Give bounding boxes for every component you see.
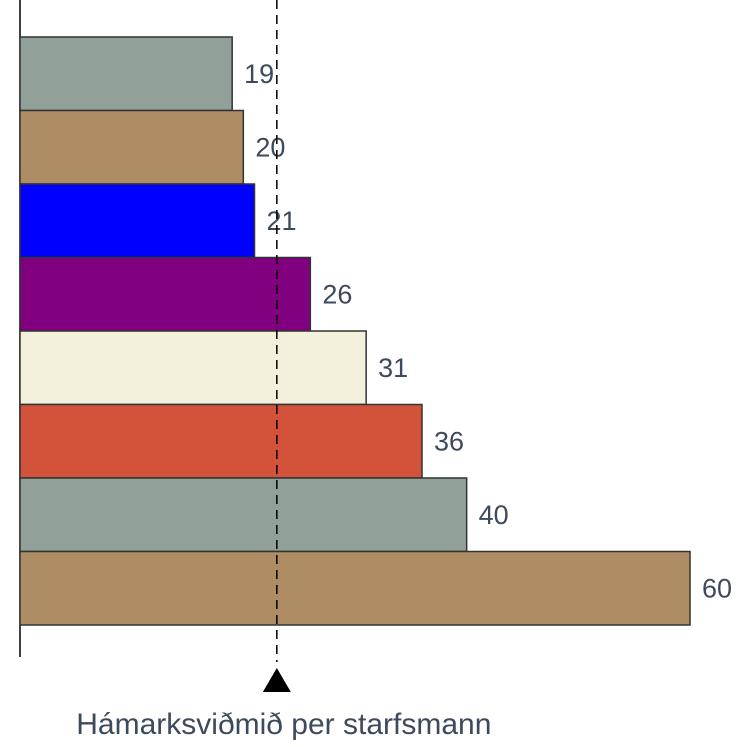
bar	[19, 477, 468, 553]
reference-marker	[262, 668, 291, 692]
value-label: 19	[244, 59, 274, 89]
value-label: 40	[479, 500, 509, 530]
bar	[19, 330, 367, 406]
value-label: 21	[267, 206, 297, 236]
bar	[19, 109, 245, 185]
value-label: 26	[322, 279, 352, 309]
value-label: 31	[378, 353, 408, 383]
bar	[19, 36, 233, 112]
bar	[19, 550, 691, 626]
bar	[19, 256, 312, 332]
value-label: 36	[434, 426, 464, 456]
value-label: 60	[702, 573, 732, 603]
bar	[19, 183, 256, 259]
bar	[19, 403, 423, 479]
reference-label: Hámarksviðmið per starfsmann	[76, 708, 491, 741]
value-label: 20	[255, 132, 285, 162]
